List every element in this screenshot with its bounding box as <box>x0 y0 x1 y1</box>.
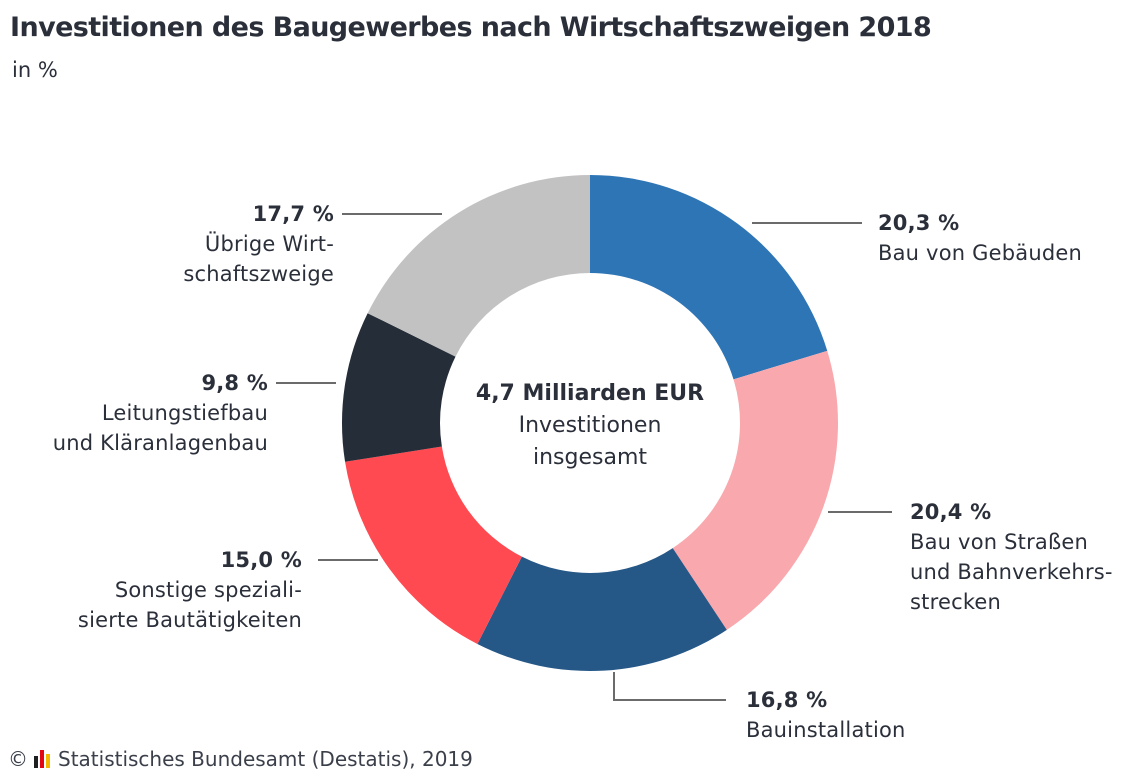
center-summary: 4,7 Milliarden EUR Investitionen insgesa… <box>440 378 740 474</box>
slice-label: 20,3 % Bau von Gebäuden <box>878 208 1082 268</box>
slice-category-label: Sonstige speziali- <box>114 578 302 602</box>
donut-slice <box>477 548 727 671</box>
slice-value-label: 17,7 % <box>252 202 334 226</box>
slice-category-label: Bau von Gebäuden <box>878 241 1082 265</box>
center-line-2: insgesamt <box>532 445 648 470</box>
slice-category-label: Bau von Straßen <box>910 530 1089 554</box>
logo-bar <box>40 750 44 768</box>
source-text: Statistisches Bundesamt (Destatis), 2019 <box>58 747 473 771</box>
slice-category-label: Übrige Wirt- <box>204 232 334 256</box>
slice-category-label: Bauinstallation <box>746 718 906 742</box>
chart-title: Investitionen des Baugewerbes nach Wirts… <box>10 12 932 43</box>
center-total: 4,7 Milliarden EUR <box>475 381 705 406</box>
donut-slice <box>672 350 838 630</box>
logo-bar <box>34 756 38 768</box>
logo-bar <box>46 754 50 768</box>
donut-slice <box>367 175 590 357</box>
slice-category-label: sierte Bautätigkeiten <box>77 608 302 632</box>
slice-category-label: Leitungstiefbau <box>101 401 268 425</box>
slice-category-label: und Kläranlagenbau <box>52 431 268 455</box>
slice-value-label: 15,0 % <box>220 548 302 572</box>
copyright-symbol: © <box>8 747 28 771</box>
slice-label: 16,8 % Bauinstallation <box>746 685 906 745</box>
donut-slice <box>345 446 522 644</box>
slice-label: 9,8 % Leitungstiefbau und Kläranlagenbau <box>53 368 268 458</box>
slice-category-label: schaftszweige <box>183 262 334 286</box>
chart-subtitle: in % <box>12 58 58 82</box>
slice-label: 17,7 % Übrige Wirt-schaftszweige <box>183 199 334 289</box>
destatis-logo-icon <box>34 750 50 768</box>
slice-category-label: und Bahnverkehrs- <box>910 560 1113 584</box>
donut-slice <box>342 313 456 462</box>
source-note: © Statistisches Bundesamt (Destatis), 20… <box>8 747 473 771</box>
slice-label: 15,0 % Sonstige speziali-sierte Bautätigk… <box>78 545 302 635</box>
slice-value-label: 20,4 % <box>910 500 992 524</box>
slice-value-label: 16,8 % <box>746 688 828 712</box>
leader-line <box>613 672 726 701</box>
slice-category-label: strecken <box>910 590 1002 614</box>
donut-slice <box>590 175 828 380</box>
slice-value-label: 20,3 % <box>878 211 960 235</box>
slice-value-label: 9,8 % <box>201 371 268 395</box>
slice-label: 20,4 % Bau von Straßen und Bahnverkehrs-st… <box>910 497 1113 617</box>
center-line-1: Investitionen <box>518 413 662 438</box>
